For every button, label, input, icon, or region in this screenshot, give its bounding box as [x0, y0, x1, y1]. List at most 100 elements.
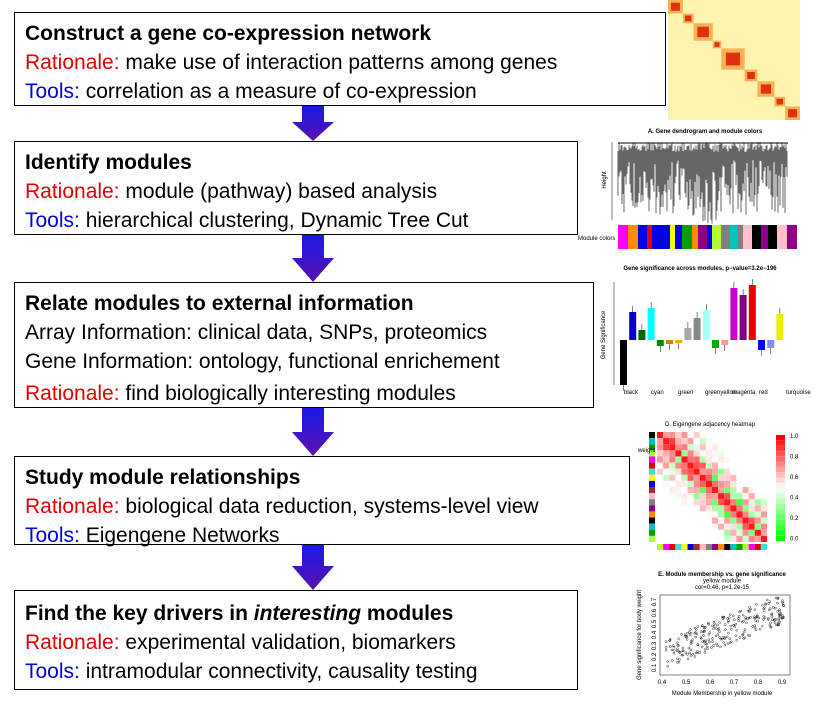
bar — [767, 340, 775, 348]
point — [734, 634, 738, 637]
cell — [754, 523, 761, 530]
cell — [736, 505, 743, 512]
point — [777, 621, 780, 625]
bar — [666, 340, 673, 344]
cell — [742, 535, 749, 542]
color-band — [777, 225, 787, 249]
point — [693, 632, 697, 635]
point — [781, 599, 784, 602]
cell — [657, 505, 664, 512]
text: find biologically interesting modules — [125, 382, 456, 405]
point — [726, 620, 730, 624]
point — [753, 608, 757, 611]
cell — [742, 505, 749, 512]
point — [683, 633, 687, 636]
point — [781, 601, 784, 604]
point — [684, 634, 687, 638]
point — [680, 633, 683, 636]
cell — [760, 535, 767, 542]
step-box: Study module relationships Rationale: bi… — [14, 456, 630, 547]
point — [741, 620, 744, 624]
cell — [705, 468, 712, 475]
point — [772, 606, 775, 609]
cell — [699, 529, 706, 536]
cell — [742, 474, 749, 481]
point — [776, 623, 780, 627]
coexpression-heatmap — [668, 0, 800, 120]
thumb-xlabel: Module Membership in yellow module — [672, 691, 773, 697]
cell — [663, 456, 670, 463]
cell — [718, 444, 725, 451]
point — [702, 630, 705, 634]
cell — [730, 511, 737, 518]
cell — [718, 517, 725, 524]
cell — [681, 456, 688, 463]
point — [769, 607, 772, 610]
point — [738, 615, 741, 618]
point — [758, 628, 762, 631]
cell — [718, 462, 725, 469]
point — [718, 630, 721, 633]
color-key — [649, 438, 655, 445]
point — [734, 622, 738, 626]
cell — [675, 438, 682, 445]
point — [685, 635, 689, 638]
cell — [748, 511, 755, 518]
thumb-ylabel: Height — [602, 171, 608, 189]
bar — [739, 295, 747, 340]
x-tick: 0.9 — [778, 680, 787, 686]
cell — [724, 462, 731, 469]
point — [666, 665, 669, 668]
point — [746, 609, 750, 613]
cell — [736, 474, 743, 481]
color-key — [748, 544, 755, 550]
cell — [730, 456, 737, 463]
cell — [748, 444, 755, 451]
point — [737, 619, 741, 622]
cell — [712, 511, 719, 518]
cell — [675, 432, 682, 439]
cell — [663, 517, 670, 524]
color-band — [712, 225, 722, 249]
point — [716, 628, 720, 631]
point — [701, 640, 704, 643]
thumb-title: D. Eigengene adjacency heatmap — [665, 422, 756, 428]
cell — [675, 487, 682, 494]
module-core — [788, 109, 798, 118]
color-key — [649, 450, 655, 457]
cell — [718, 535, 725, 542]
color-band — [752, 225, 762, 249]
cell — [718, 505, 725, 512]
cell — [760, 493, 767, 500]
cell — [657, 462, 664, 469]
bar — [647, 308, 655, 340]
cell — [760, 499, 767, 506]
y-tick: 0.6 — [652, 608, 658, 617]
color-key — [669, 544, 676, 550]
cell — [730, 474, 737, 481]
point — [743, 628, 747, 631]
color-key — [675, 544, 682, 550]
cell — [693, 450, 700, 457]
point — [675, 649, 679, 653]
cell — [760, 511, 767, 518]
cell — [663, 462, 670, 469]
x-tick: 0.7 — [730, 680, 739, 686]
point — [703, 626, 706, 629]
cell — [693, 529, 700, 536]
point — [728, 616, 731, 620]
step-line: Array Information: clinical data, SNPs, … — [25, 321, 488, 344]
cell — [663, 523, 670, 530]
cell — [669, 499, 676, 506]
cell — [724, 438, 731, 445]
point — [707, 638, 711, 641]
cell — [675, 499, 682, 506]
cell — [718, 493, 725, 500]
point — [741, 613, 745, 617]
point — [779, 613, 782, 616]
color-band — [638, 225, 648, 249]
bar — [684, 328, 692, 340]
cell — [730, 450, 737, 457]
point — [723, 636, 727, 639]
color-band — [761, 225, 771, 249]
